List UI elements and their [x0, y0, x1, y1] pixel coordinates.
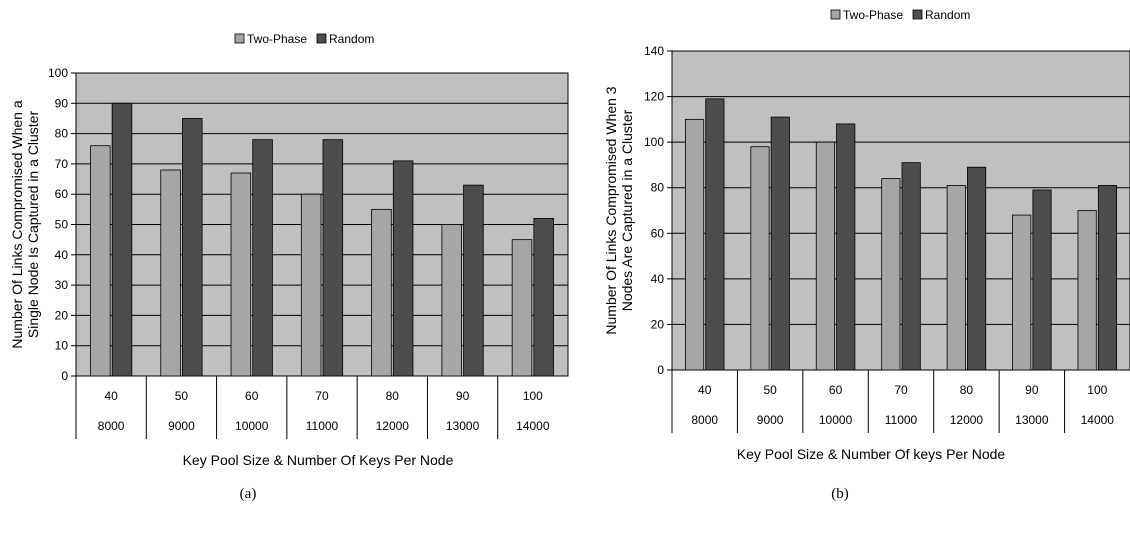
figure-caption: (b): [831, 486, 849, 502]
x-tick-label-secondary: 14000: [1081, 413, 1115, 427]
bar-random: [322, 139, 344, 377]
chart-a: 0 10 20 30 40 50 60 70 80 90 100 40 8000 50 9000 60 1000…: [9, 32, 569, 502]
x-tick-label: 70: [894, 383, 908, 397]
bar-random: [392, 160, 414, 377]
y-tick-label: 70: [55, 157, 69, 171]
bar-two-phase: [881, 178, 901, 371]
y-axis-title: Single Node Is Captured in a Cluster: [25, 111, 41, 339]
legend-swatch-random: [912, 9, 923, 20]
legend: Two-Phase Random: [830, 8, 970, 22]
x-tick-label-secondary: 10000: [819, 413, 853, 427]
y-axis-title: Nodes Are Captured in a Cluster: [619, 109, 635, 311]
bar-random: [705, 98, 725, 371]
y-tick-label: 140: [644, 44, 664, 58]
x-tick-label-secondary: 11000: [306, 419, 339, 433]
bar-random: [836, 123, 856, 371]
x-tick-label-secondary: 14000: [516, 419, 550, 433]
x-tick-label-secondary: 12000: [376, 419, 410, 433]
bar-random: [967, 166, 987, 371]
bar-random: [901, 162, 921, 371]
legend-label: Two-Phase: [247, 32, 307, 46]
bar-two-phase: [300, 193, 322, 377]
x-tick-label: 70: [315, 389, 329, 403]
x-tick-label-secondary: 9000: [168, 419, 195, 433]
legend-label: Random: [329, 32, 374, 46]
legend-label: Two-Phase: [843, 8, 903, 22]
y-tick-label: 10: [55, 339, 69, 353]
bar-random: [463, 184, 484, 377]
bar-two-phase: [684, 118, 705, 371]
bar-two-phase: [815, 141, 835, 371]
x-tick-label: 60: [829, 383, 843, 397]
x-tick-label: 100: [1087, 383, 1107, 397]
y-tick-label: 20: [651, 317, 665, 331]
x-tick-label-secondary: 12000: [950, 413, 984, 427]
x-tick-label-secondary: 13000: [1015, 413, 1049, 427]
x-tick-label: 90: [1025, 383, 1039, 397]
bar-two-phase: [946, 185, 966, 371]
y-tick-label: 0: [61, 369, 68, 383]
bar-two-phase: [90, 145, 111, 377]
y-tick-label: 40: [651, 272, 665, 286]
x-axis-title: Key Pool Size & Number Of Keys Per Node: [183, 452, 454, 468]
bar-two-phase: [1077, 210, 1097, 371]
bar-two-phase: [371, 208, 392, 377]
x-tick-label-secondary: 8000: [98, 419, 125, 433]
y-tick-label: 60: [55, 187, 69, 201]
plot-area: [671, 50, 1130, 371]
x-tick-label-secondary: 11000: [885, 413, 918, 427]
y-tick-label: 30: [55, 278, 69, 292]
x-tick-label: 50: [763, 383, 777, 397]
bar-random: [1097, 185, 1118, 371]
x-tick-label: 80: [386, 389, 400, 403]
figure-caption: (a): [240, 486, 257, 502]
y-tick-label: 80: [55, 127, 69, 141]
legend: Two-Phase Random: [234, 32, 374, 46]
y-tick-label: 50: [55, 218, 69, 232]
x-tick-label: 60: [245, 389, 259, 403]
bar-random: [770, 116, 790, 371]
x-axis-title: Key Pool Size & Number Of keys Per Node: [737, 446, 1006, 462]
y-tick-label: 40: [55, 248, 69, 262]
bar-random: [533, 218, 554, 377]
chart-b: 0 20 40 60 80 100 120 140 40 8000 50 9000 60 10000 70 1…: [603, 8, 1130, 502]
x-tick-label-secondary: 10000: [235, 419, 269, 433]
legend-swatch-random: [316, 33, 327, 44]
bar-two-phase: [1012, 214, 1032, 371]
x-tick-label: 40: [104, 389, 118, 403]
bar-random: [1032, 189, 1052, 371]
x-tick-label: 50: [175, 389, 189, 403]
y-tick-label: 90: [55, 96, 69, 110]
bar-two-phase: [160, 169, 181, 377]
x-tick-label-secondary: 9000: [757, 413, 784, 427]
bar-two-phase: [441, 224, 462, 377]
x-tick-label: 40: [698, 383, 712, 397]
y-tick-label: 100: [48, 66, 68, 80]
x-tick-label-secondary: 8000: [691, 413, 718, 427]
bar-random: [111, 102, 133, 377]
x-tick-label: 80: [960, 383, 974, 397]
bar-two-phase: [511, 239, 533, 377]
legend-swatch-two-phase: [830, 9, 841, 20]
x-tick-label-secondary: 13000: [446, 419, 480, 433]
y-axis-title: Number Of Links Compromised When a: [9, 100, 25, 348]
y-tick-label: 100: [644, 135, 664, 149]
y-tick-label: 120: [644, 90, 664, 104]
bar-two-phase: [750, 146, 770, 371]
legend-label: Random: [925, 8, 970, 22]
x-tick-label: 90: [456, 389, 470, 403]
y-tick-label: 80: [651, 181, 665, 195]
y-tick-label: 20: [55, 308, 69, 322]
y-axis-title: Number Of Links Compromised When 3: [603, 86, 619, 334]
bar-random: [182, 118, 203, 377]
bar-random: [252, 139, 273, 377]
y-tick-label: 60: [651, 226, 665, 240]
y-tick-label: 0: [657, 363, 664, 377]
legend-swatch-two-phase: [234, 33, 245, 44]
x-tick-label: 100: [523, 389, 543, 403]
bar-two-phase: [230, 172, 252, 377]
